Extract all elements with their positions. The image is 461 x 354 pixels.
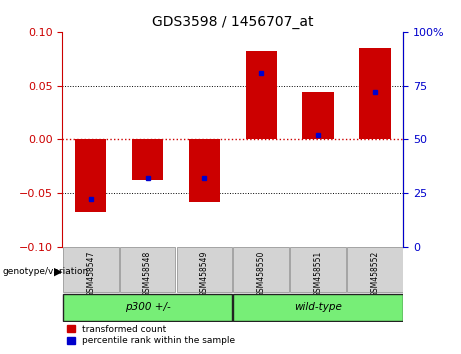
Title: GDS3598 / 1456707_at: GDS3598 / 1456707_at <box>152 16 313 29</box>
Text: GSM458552: GSM458552 <box>371 250 379 297</box>
Bar <box>302 92 334 139</box>
Bar <box>359 48 390 139</box>
Text: GSM458550: GSM458550 <box>257 250 266 297</box>
Legend: transformed count, percentile rank within the sample: transformed count, percentile rank withi… <box>67 325 235 346</box>
Bar <box>75 139 106 212</box>
Bar <box>189 139 220 201</box>
Text: GSM458551: GSM458551 <box>313 250 323 297</box>
Bar <box>132 139 163 180</box>
Text: p300 +/-: p300 +/- <box>124 302 171 312</box>
Text: genotype/variation: genotype/variation <box>2 267 89 276</box>
FancyBboxPatch shape <box>233 247 289 292</box>
FancyBboxPatch shape <box>120 247 175 292</box>
Text: GSM458548: GSM458548 <box>143 250 152 297</box>
Text: wild-type: wild-type <box>294 302 342 312</box>
Bar <box>246 51 277 139</box>
FancyBboxPatch shape <box>63 294 232 321</box>
FancyBboxPatch shape <box>177 247 232 292</box>
FancyBboxPatch shape <box>233 294 403 321</box>
FancyBboxPatch shape <box>290 247 346 292</box>
Text: GSM458549: GSM458549 <box>200 250 209 297</box>
FancyBboxPatch shape <box>347 247 403 292</box>
Text: ▶: ▶ <box>54 267 62 276</box>
Text: GSM458547: GSM458547 <box>86 250 95 297</box>
FancyBboxPatch shape <box>63 247 118 292</box>
